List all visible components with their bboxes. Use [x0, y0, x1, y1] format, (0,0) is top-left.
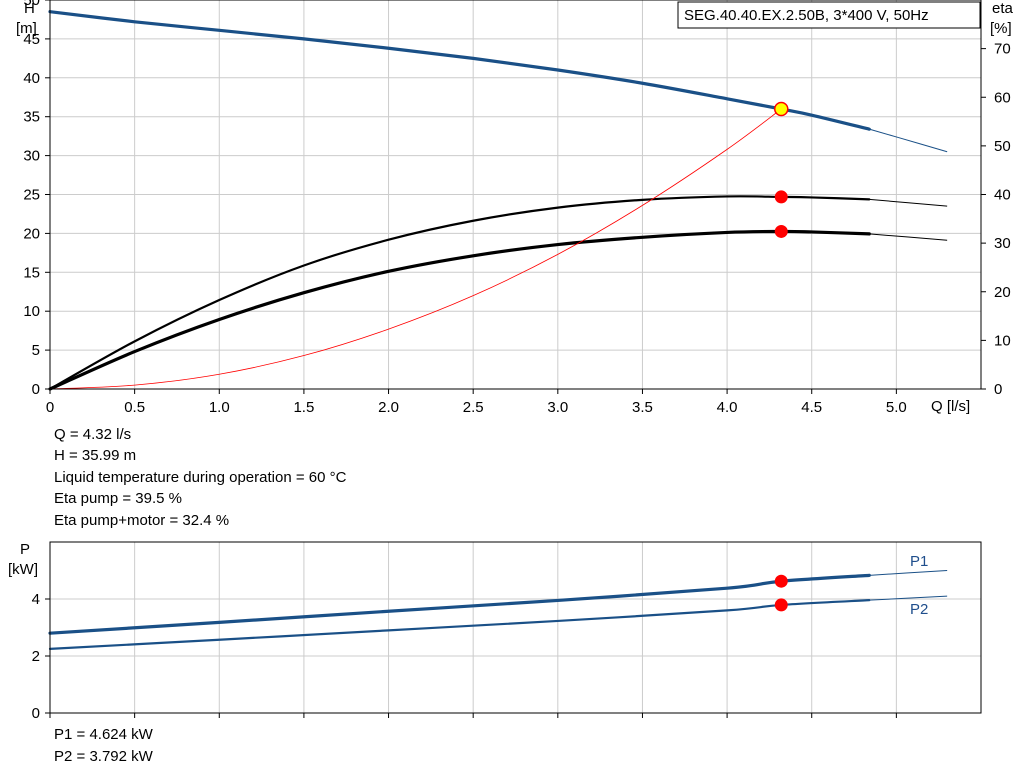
x-tick-label: 2.5: [463, 399, 484, 416]
power-axis-label-line2: [kW]: [8, 561, 38, 578]
bottom-chart-curves: [48, 570, 948, 650]
y-right-tick-label: 70: [994, 41, 1011, 58]
curve-P2: [48, 599, 871, 650]
y-right-tick-label: 50: [994, 138, 1011, 155]
x-tick-label: 2.0: [378, 399, 399, 416]
duty-point-marker-P1: [774, 574, 788, 588]
power-tick-label: 2: [32, 648, 40, 665]
y-left-tick-label: 20: [23, 225, 40, 242]
curve-head: [48, 10, 871, 131]
curve-system_curve: [49, 108, 782, 390]
curve-P1-extension: [869, 570, 948, 576]
info-p2: P2 = 3.792 kW: [54, 748, 154, 765]
x-tick-label: 5.0: [886, 399, 907, 416]
info-eta-pump-motor: Eta pump+motor = 32.4 %: [54, 512, 229, 529]
power-axis-label-line1: P: [20, 541, 30, 558]
bottom-chart-grid: [50, 542, 981, 713]
y-right-tick-label: 10: [994, 332, 1011, 349]
duty-point-marker-eta_pump_motor: [774, 224, 788, 238]
top-chart-curves: [48, 10, 948, 391]
series-label-p1: P1: [910, 553, 928, 570]
y-left-tick-label: 0: [32, 381, 40, 398]
y-left-tick-label: 35: [23, 109, 40, 126]
y-right-tick-label: 40: [994, 187, 1011, 204]
y-left-tick-label: 25: [23, 187, 40, 204]
top-chart-ticks: 0 0.5 1.0 1.5 2.0 2.5 3.0 3.5 4.0 4.5 5.0 0 5 10 15 20 2…: [23, 0, 1011, 416]
bottom-chart-frame: [49, 541, 982, 714]
series-label-p2: P2: [910, 601, 928, 618]
curve-eta_pump_motor: [48, 229, 871, 391]
y-right-label-line1: eta: [992, 0, 1014, 17]
x-tick-label: 3.5: [632, 399, 653, 416]
y-left-tick-label: 50: [23, 0, 40, 9]
y-left-label-line2: [m]: [16, 20, 37, 37]
x-tick-label: 3.0: [547, 399, 568, 416]
chart-title-box: SEG.40.40.EX.2.50B, 3*400 V, 50Hz: [677, 1, 981, 29]
info-q: Q = 4.32 l/s: [54, 426, 131, 443]
power-info: P1 = 4.624 kW P2 = 3.792 kW: [54, 726, 154, 765]
y-left-tick-label: 40: [23, 70, 40, 87]
y-left-label-line1: H: [24, 0, 35, 17]
y-left-tick-label: 10: [23, 303, 40, 320]
x-axis-label: Q [l/s]: [931, 398, 970, 415]
chart-title: SEG.40.40.EX.2.50B, 3*400 V, 50Hz: [684, 7, 929, 24]
curve-P2-extension: [869, 595, 948, 601]
operating-info: Q = 4.32 l/s H = 35.99 m Liquid temperat…: [54, 426, 347, 529]
power-tick-label: 4: [32, 591, 40, 608]
curve-eta_pump_motor-extension: [869, 233, 948, 241]
y-left-tick-label: 5: [32, 342, 40, 359]
y-right-tick-label: 30: [994, 235, 1011, 252]
power-tick-label: 0: [32, 705, 40, 722]
top-chart-frame: [49, 0, 982, 390]
info-temp: Liquid temperature during operation = 60…: [54, 469, 347, 486]
bottom-chart-ticks: 0 2 4: [32, 591, 897, 722]
y-right-tick-label: 60: [994, 89, 1011, 106]
info-h: H = 35.99 m: [54, 447, 136, 464]
duty-point-marker-eta_pump: [774, 190, 788, 204]
curve-P1: [48, 573, 871, 635]
duty-point-marker-P2: [774, 598, 788, 612]
info-p1: P1 = 4.624 kW: [54, 726, 154, 743]
x-tick-label: 4.0: [717, 399, 738, 416]
y-left-tick-label: 45: [23, 31, 40, 48]
y-right-tick-label: 0: [994, 381, 1002, 398]
curve-head-extension: [869, 128, 948, 153]
x-tick-label: 4.5: [801, 399, 822, 416]
info-eta-pump: Eta pump = 39.5 %: [54, 490, 182, 507]
y-left-tick-label: 15: [23, 264, 40, 281]
x-tick-label: 0.5: [124, 399, 145, 416]
x-tick-label: 1.5: [293, 399, 314, 416]
y-right-label-line2: [%]: [990, 20, 1012, 37]
x-tick-label: 1.0: [209, 399, 230, 416]
curve-eta_pump: [48, 195, 871, 391]
y-left-tick-label: 30: [23, 148, 40, 165]
y-right-tick-label: 20: [994, 284, 1011, 301]
x-tick-label: 0: [46, 399, 54, 416]
curve-eta_pump-extension: [869, 198, 948, 207]
duty-point-marker-head: [774, 101, 789, 117]
